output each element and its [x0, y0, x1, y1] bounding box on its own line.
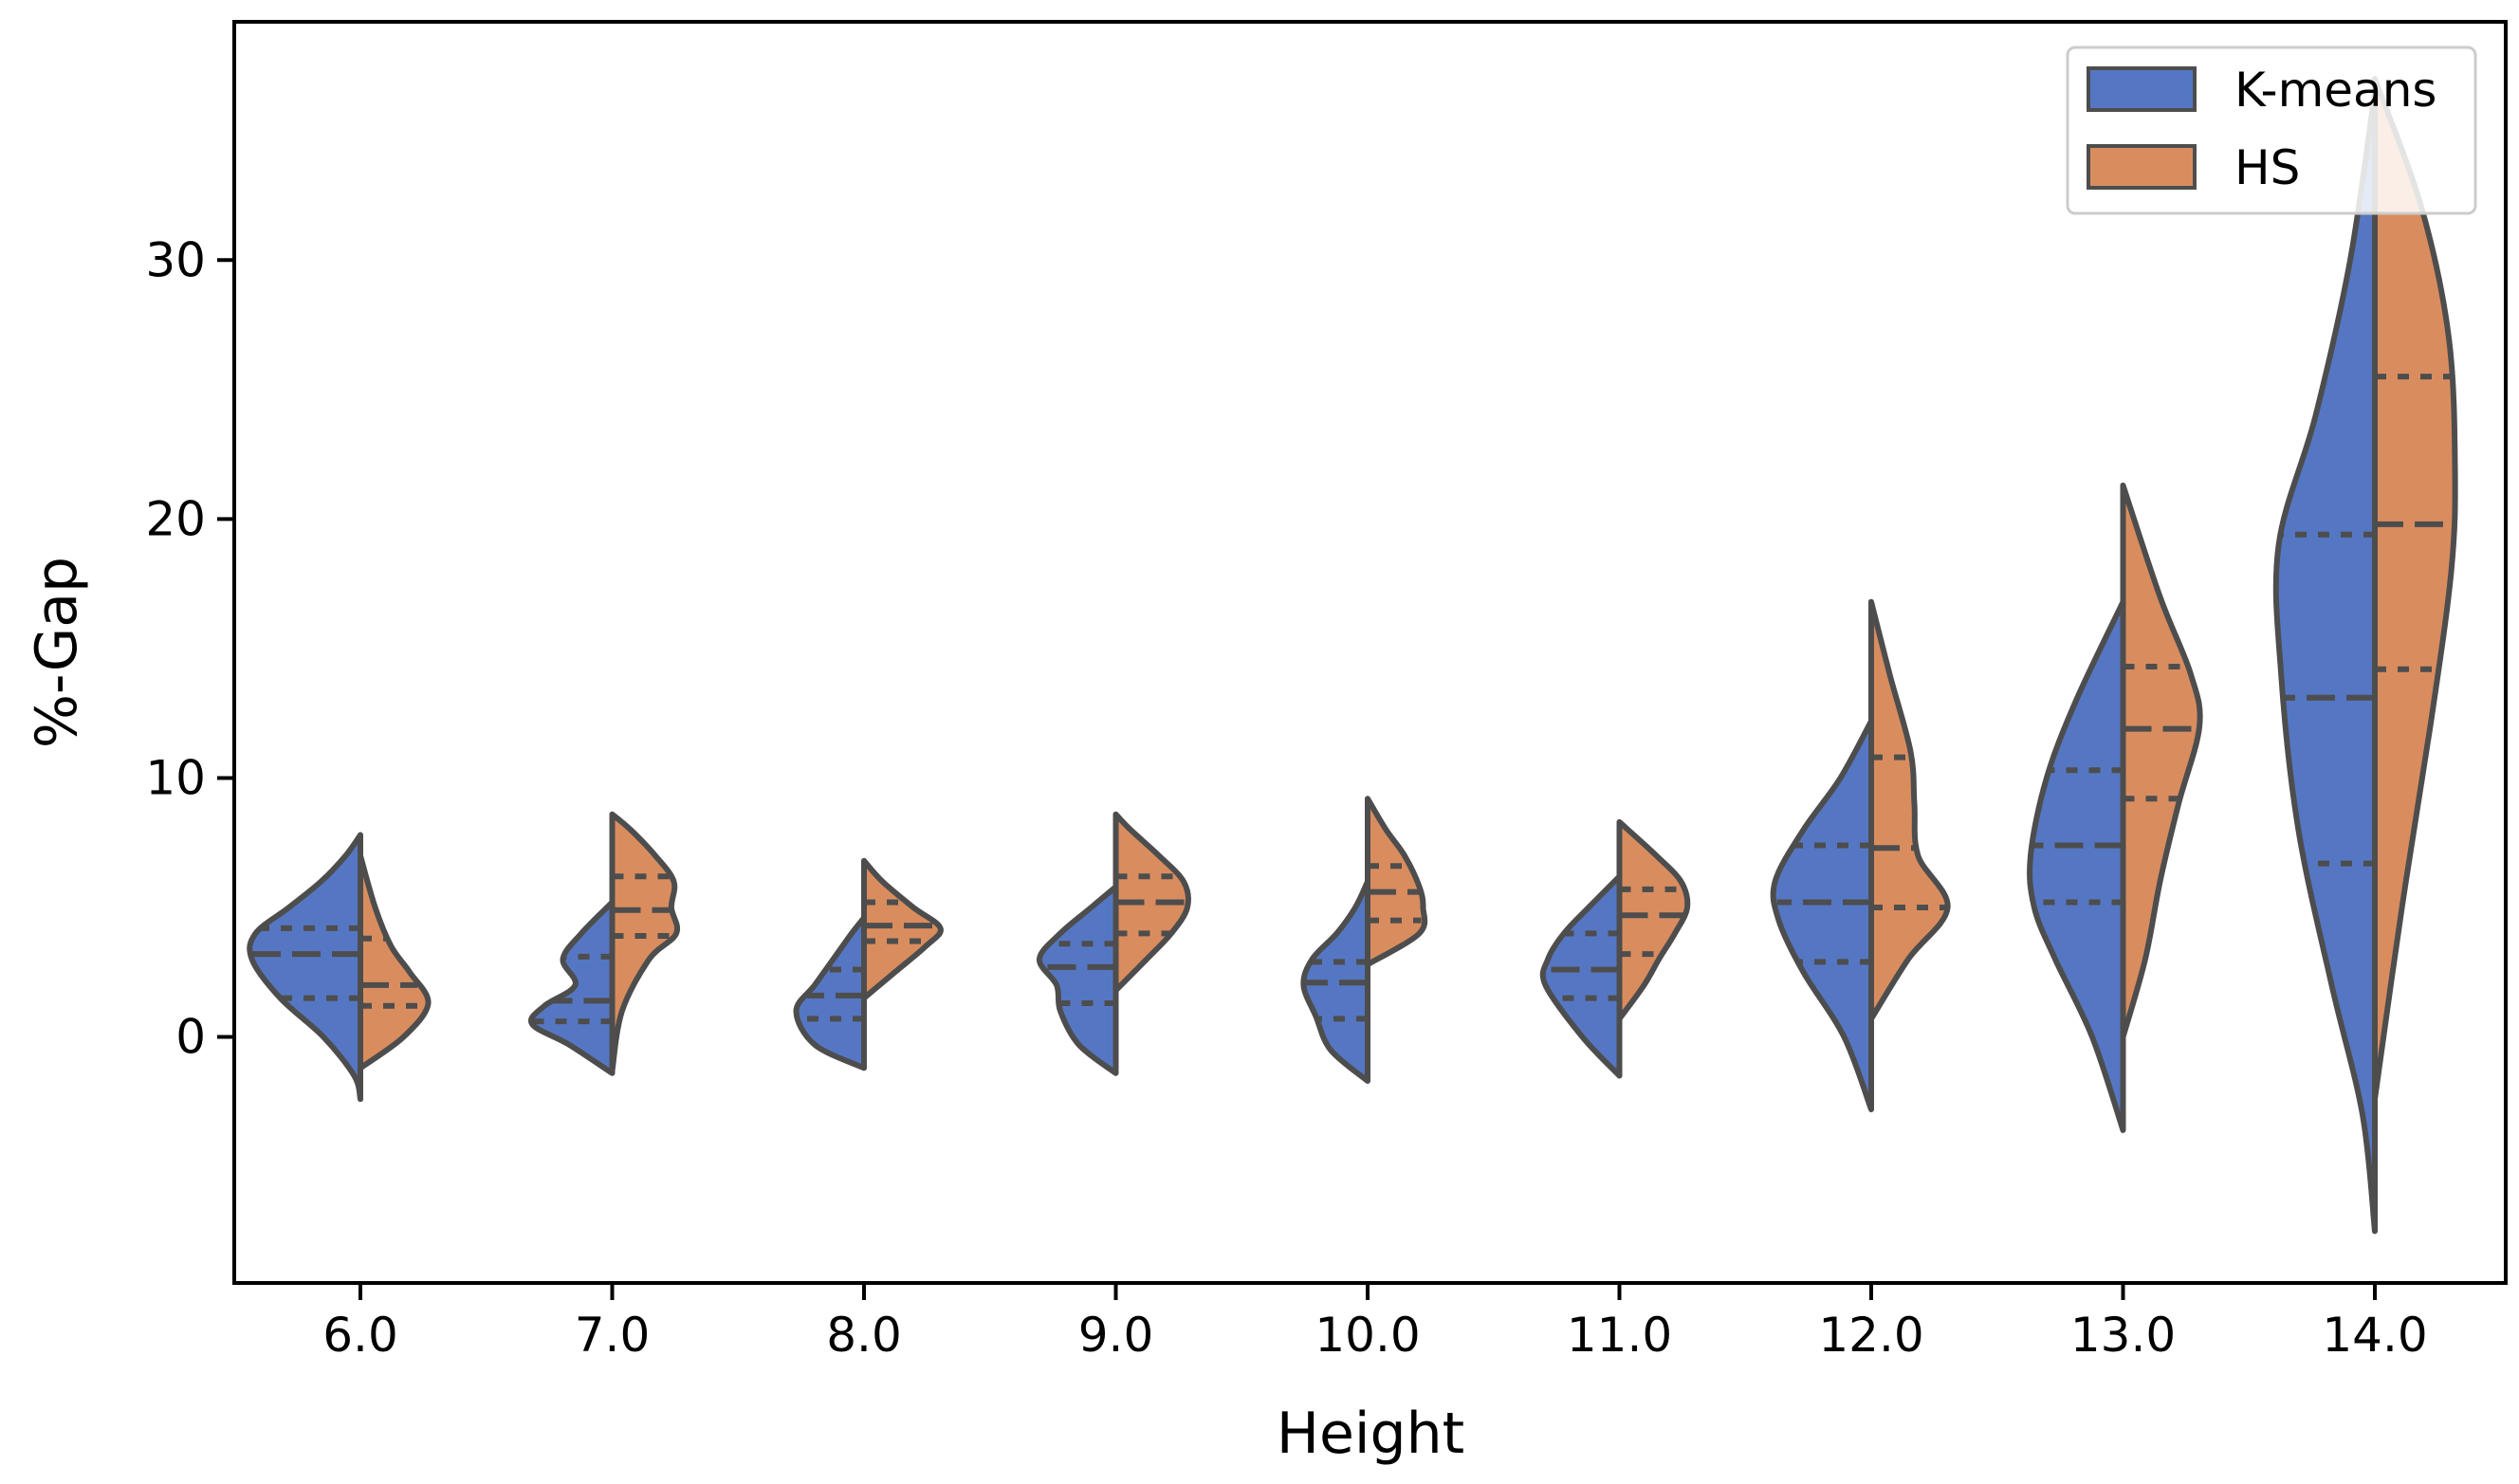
violin-kmeans-6.0 [247, 832, 363, 1103]
x-tick-label-7: 13.0 [2070, 1308, 2176, 1363]
legend-label-kmeans: K-means [2234, 63, 2436, 118]
violin-kmeans-8.0 [793, 914, 867, 1072]
violin-kmeans-13.0 [2027, 598, 2126, 1133]
x-tick-label-0: 6.0 [322, 1308, 398, 1363]
y-tick-label-2: 20 [145, 491, 206, 546]
violin-hs-10.0 [1365, 796, 1428, 968]
violin-hs-6.0 [358, 852, 432, 1072]
violin-hs-11.0 [1616, 818, 1691, 1022]
violin-kmeans-14.0 [2272, 88, 2378, 1235]
violin-kmeans-10.0 [1300, 878, 1370, 1084]
x-tick-label-2: 8.0 [826, 1308, 902, 1363]
x-axis-label: Height [1277, 1401, 1464, 1467]
plot-frame [232, 20, 2508, 1285]
y-tick-label-1: 10 [145, 750, 206, 805]
violins-layer [247, 76, 2458, 1235]
x-tick-label-5: 11.0 [1567, 1308, 1672, 1363]
legend: K-means HS [2066, 46, 2477, 215]
violin-hs-12.0 [1868, 598, 1951, 1022]
violin-kmeans-7.0 [528, 899, 616, 1076]
y-axis: 0 10 20 30 [145, 232, 234, 1065]
x-axis: 6.0 7.0 8.0 9.0 10.0 11.0 12.0 13.0 14.0 [322, 1283, 2428, 1363]
violin-kmeans-12.0 [1770, 718, 1874, 1112]
y-axis-label: %-Gap [24, 557, 90, 748]
legend-swatch-kmeans [2087, 66, 2197, 112]
violin-kmeans-9.0 [1036, 884, 1119, 1076]
y-tick-label-0: 0 [175, 1010, 206, 1065]
legend-label-hs: HS [2234, 140, 2300, 195]
legend-swatch-hs [2087, 144, 2197, 190]
y-tick-label-3: 30 [145, 232, 206, 287]
x-tick-label-8: 14.0 [2322, 1308, 2427, 1363]
x-tick-label-3: 9.0 [1078, 1308, 1154, 1363]
x-tick-label-4: 10.0 [1315, 1308, 1420, 1363]
violin-hs-8.0 [861, 857, 944, 1001]
x-tick-label-1: 7.0 [575, 1308, 651, 1363]
violin-hs-9.0 [1112, 811, 1191, 994]
violin-hs-13.0 [2120, 482, 2203, 1040]
violin-kmeans-11.0 [1539, 873, 1623, 1079]
quartile-lines-layer [252, 374, 2454, 1025]
x-tick-label-6: 12.0 [1818, 1308, 1923, 1363]
